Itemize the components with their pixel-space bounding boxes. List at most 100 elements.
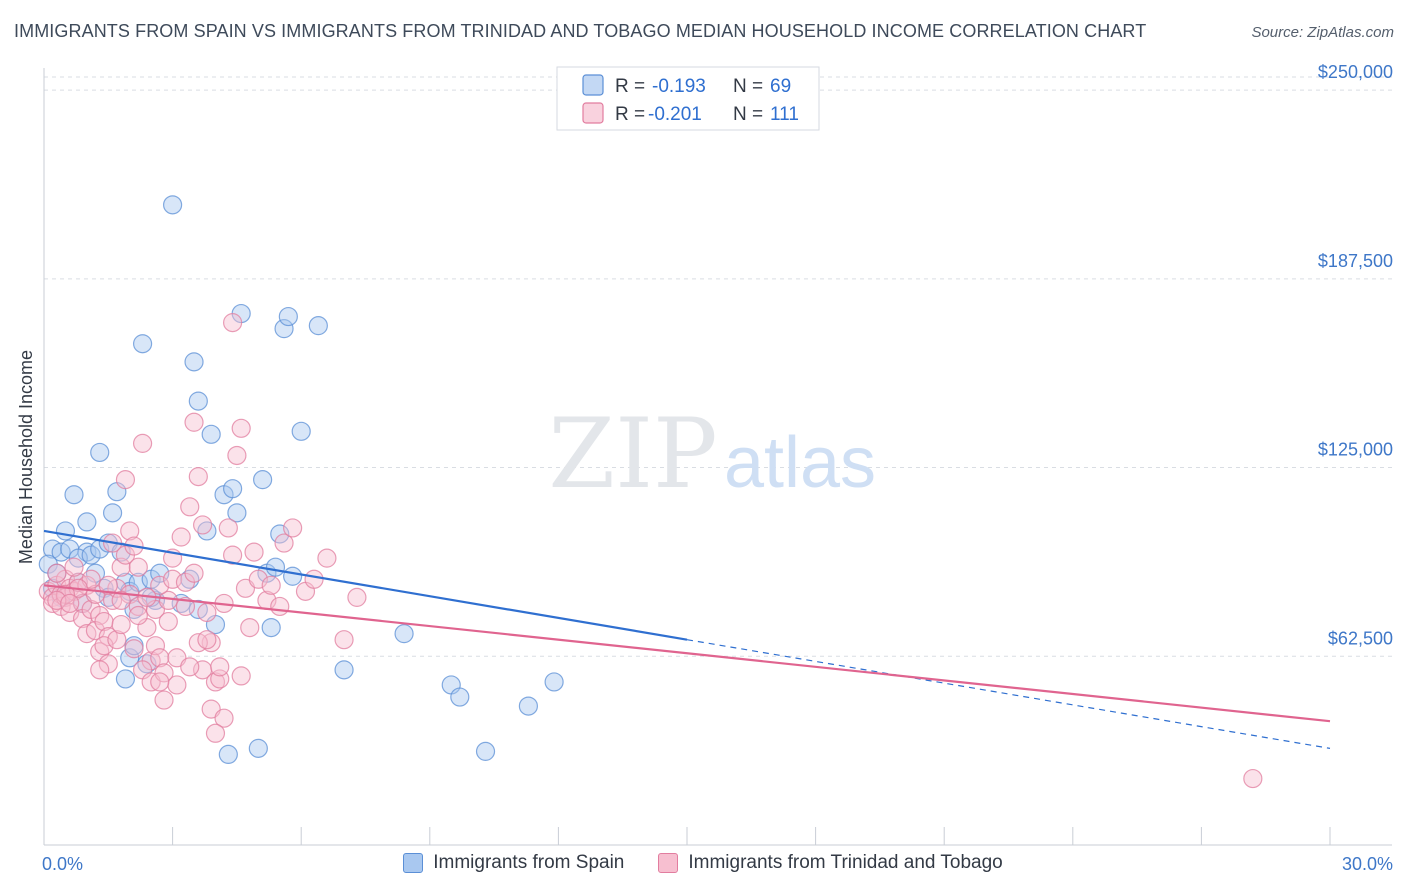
y-tick-labels: $62,500 $125,000 $187,500 $250,000 xyxy=(1318,62,1393,648)
spain-point xyxy=(308,316,328,336)
tt-point xyxy=(244,542,264,562)
spain-point xyxy=(253,470,273,490)
chart-title: IMMIGRANTS FROM SPAIN VS IMMIGRANTS FROM… xyxy=(14,21,1147,41)
tt-point xyxy=(111,614,131,635)
spain-point xyxy=(90,442,110,463)
legend-swatch-spain xyxy=(582,74,604,96)
spain-point xyxy=(120,648,140,668)
tt-point xyxy=(128,557,148,577)
tt-points xyxy=(38,313,1263,789)
spain-point xyxy=(283,566,303,586)
legend: R = -0.193 N = 69 R = -0.201 N = 111 xyxy=(556,66,820,131)
tt-point xyxy=(128,605,148,626)
tt-point xyxy=(107,630,127,650)
spain-point xyxy=(201,424,221,444)
tt-point xyxy=(231,418,251,438)
spain-point xyxy=(274,319,294,339)
tt-point xyxy=(205,723,226,743)
watermark-zip: ZIP xyxy=(548,398,717,510)
legend-n-value-spain: 69 xyxy=(770,76,791,97)
spain-point xyxy=(248,738,268,758)
y-tick-label: $250,000 xyxy=(1318,62,1393,82)
tt-point xyxy=(334,630,354,650)
tt-point xyxy=(150,648,170,668)
gridlines xyxy=(44,76,1392,657)
tt-trend-line xyxy=(43,584,1331,723)
x-tick-label: 30.0% xyxy=(1342,854,1393,874)
bottom-legend-label-tt: Immigrants from Trinidad and Tobago xyxy=(688,852,1003,873)
tt-point xyxy=(223,545,243,565)
tt-point xyxy=(60,593,80,614)
spain-point xyxy=(291,421,311,441)
watermark: ZIP atlas xyxy=(548,398,876,510)
spain-point xyxy=(218,744,238,765)
tt-point xyxy=(90,660,110,680)
tt-point xyxy=(115,470,136,490)
y-axis-title: Median Household Income xyxy=(16,350,36,564)
spain-point xyxy=(265,557,286,577)
spain-point xyxy=(188,391,208,411)
tt-point xyxy=(132,433,153,453)
watermark-atlas: atlas xyxy=(724,423,876,503)
spain-point xyxy=(544,672,564,692)
spain-point xyxy=(223,479,243,499)
tt-point xyxy=(145,636,166,656)
legend-r-label-tt: R = xyxy=(615,104,645,125)
spain-point xyxy=(518,696,538,716)
bottom-legend-item-tt: Immigrants from Trinidad and Tobago xyxy=(658,852,1003,874)
tt-point xyxy=(111,590,131,611)
tt-point xyxy=(214,708,234,728)
tt-point xyxy=(180,497,200,517)
tt-point xyxy=(261,575,281,595)
legend-n-value-tt: 111 xyxy=(770,104,799,125)
y-tick-label: $125,000 xyxy=(1318,440,1393,460)
tt-point xyxy=(154,690,174,710)
legend-r-value-tt: -0.201 xyxy=(648,104,702,125)
axes xyxy=(43,68,1392,846)
x-tick-labels: 0.0% 30.0% xyxy=(42,854,1393,874)
tt-point xyxy=(171,527,191,547)
tt-point xyxy=(150,672,170,692)
bottom-legend-swatch-spain xyxy=(403,853,424,873)
spain-point xyxy=(115,669,136,689)
tt-point xyxy=(317,548,337,568)
tt-point xyxy=(283,518,303,538)
trend-lines xyxy=(43,529,1331,749)
tt-point xyxy=(270,596,290,617)
tt-point xyxy=(111,557,131,577)
legend-r-value-spain: -0.193 xyxy=(652,76,706,97)
tt-point xyxy=(240,617,260,638)
tt-point xyxy=(231,666,251,686)
tt-point xyxy=(47,563,67,583)
spain-point xyxy=(77,512,97,532)
tt-point xyxy=(193,515,213,535)
tt-point xyxy=(197,602,217,623)
spain-trend-extension xyxy=(686,639,1331,749)
spain-point xyxy=(163,195,183,215)
tt-point xyxy=(184,412,204,432)
tt-point xyxy=(227,445,247,466)
legend-n-label-spain: N = xyxy=(733,76,763,97)
legend-swatch-tt xyxy=(582,102,604,124)
tt-point xyxy=(347,587,367,607)
tt-point xyxy=(218,518,238,538)
tt-point xyxy=(223,313,243,333)
tt-point xyxy=(124,639,144,659)
tt-point xyxy=(180,657,200,677)
bottom-legend: Immigrants from Spain Immigrants from Tr… xyxy=(0,852,1406,874)
spain-point xyxy=(184,352,204,372)
tt-point xyxy=(197,630,217,650)
spain-point xyxy=(132,334,153,354)
tt-point xyxy=(175,596,196,617)
tt-point xyxy=(154,663,174,683)
spain-point xyxy=(394,624,414,644)
y-tick-label: $187,500 xyxy=(1318,251,1393,271)
tt-point xyxy=(158,611,178,632)
x-tick-label: 0.0% xyxy=(42,854,83,874)
spain-trend-line xyxy=(43,529,688,641)
spain-point xyxy=(102,503,123,523)
source-label: Source: ZipAtlas.com xyxy=(1251,24,1394,41)
tt-point xyxy=(98,575,118,595)
spain-point xyxy=(278,306,298,327)
